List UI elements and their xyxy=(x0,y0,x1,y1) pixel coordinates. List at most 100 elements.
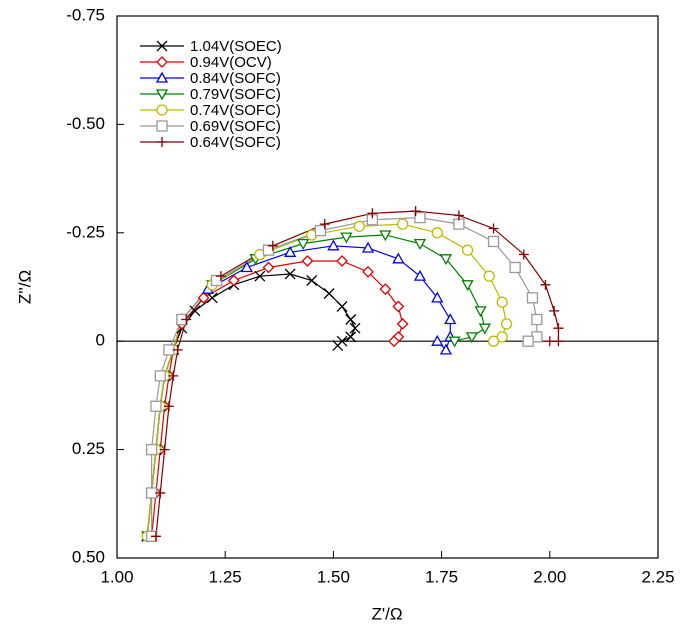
marker-part xyxy=(227,274,240,287)
marker-part xyxy=(150,531,161,542)
legend-label: 1.04V(SOEC) xyxy=(190,38,282,55)
marker xyxy=(431,227,443,239)
marker xyxy=(332,340,344,351)
marker xyxy=(396,317,409,330)
plot-frame xyxy=(116,15,659,559)
x-tick-label: 1.50 xyxy=(317,567,350,586)
marker-part xyxy=(163,344,175,356)
marker xyxy=(262,244,275,256)
marker xyxy=(155,487,166,498)
series-line xyxy=(146,223,508,537)
marker-part xyxy=(553,336,564,347)
marker-part xyxy=(444,313,457,325)
marker-part xyxy=(156,120,168,132)
marker xyxy=(206,292,218,304)
series-line xyxy=(155,210,560,537)
y-tick-label: 0.50 xyxy=(72,547,105,566)
marker-part xyxy=(150,400,162,412)
y-tick-label: -0.75 xyxy=(66,5,105,24)
marker xyxy=(254,270,266,282)
marker xyxy=(413,269,427,281)
marker xyxy=(301,255,314,267)
marker xyxy=(518,249,529,260)
marker-part xyxy=(156,40,168,52)
marker-part xyxy=(336,255,348,267)
marker xyxy=(154,370,166,382)
marker xyxy=(215,271,226,282)
marker-part xyxy=(157,137,167,147)
series-line xyxy=(146,245,451,537)
marker-part xyxy=(518,249,529,260)
marker-part xyxy=(379,230,392,242)
marker xyxy=(336,255,348,267)
legend-label: 0.79V(SOFC) xyxy=(190,86,281,103)
marker-part xyxy=(262,244,275,256)
y-tick-label: 0.25 xyxy=(72,439,105,458)
marker xyxy=(150,531,161,542)
legend-label: 0.94V(OCV) xyxy=(190,54,272,71)
marker xyxy=(181,314,192,325)
marker xyxy=(197,291,210,304)
marker-part xyxy=(240,261,253,273)
marker-part xyxy=(465,332,479,344)
marker xyxy=(296,238,310,250)
marker-part xyxy=(362,265,374,278)
marker-part xyxy=(367,208,378,219)
marker-part xyxy=(327,239,340,251)
legend-marker xyxy=(155,89,169,101)
marker-part xyxy=(396,317,409,330)
marker-part xyxy=(332,340,344,351)
legend-marker xyxy=(155,71,169,83)
marker xyxy=(439,343,453,355)
marker xyxy=(367,208,378,219)
marker-part xyxy=(453,218,465,230)
marker xyxy=(483,270,495,282)
plot-area xyxy=(141,206,564,543)
marker-part xyxy=(284,245,297,257)
marker xyxy=(410,206,421,217)
marker-part xyxy=(474,306,487,318)
marker xyxy=(159,444,170,455)
marker xyxy=(319,219,330,230)
marker xyxy=(336,301,348,312)
marker-part xyxy=(453,210,464,221)
marker-part xyxy=(500,318,513,330)
x-axis-label: Z'/Ω xyxy=(371,604,402,623)
marker xyxy=(267,240,278,251)
marker xyxy=(487,235,500,248)
marker-part xyxy=(496,296,508,308)
marker xyxy=(526,292,539,304)
marker-part xyxy=(448,336,461,348)
marker xyxy=(284,245,297,257)
marker xyxy=(478,323,491,335)
marker-part xyxy=(206,292,218,304)
marker xyxy=(361,241,375,253)
marker xyxy=(306,275,318,286)
x-tick-label: 1.25 xyxy=(209,567,242,586)
marker xyxy=(540,279,551,290)
marker xyxy=(172,344,183,355)
marker-part xyxy=(323,288,335,299)
y-tick-label: -0.25 xyxy=(66,222,105,241)
marker xyxy=(496,331,508,343)
marker-part xyxy=(345,331,357,343)
marker-part xyxy=(544,336,555,347)
marker-part xyxy=(487,235,500,248)
legend-marker xyxy=(156,104,168,116)
marker xyxy=(227,274,240,287)
marker xyxy=(413,238,427,250)
marker xyxy=(379,230,392,242)
marker-part xyxy=(156,56,168,68)
marker xyxy=(544,336,555,347)
marker xyxy=(210,274,223,287)
marker-part xyxy=(215,271,226,282)
marker-part xyxy=(522,335,534,347)
marker-part xyxy=(531,313,543,326)
marker-part xyxy=(509,261,521,274)
marker xyxy=(487,335,500,347)
marker xyxy=(453,218,465,230)
marker-part xyxy=(340,232,353,244)
marker xyxy=(323,288,335,299)
marker-part xyxy=(487,335,500,347)
marker-part xyxy=(413,269,427,281)
